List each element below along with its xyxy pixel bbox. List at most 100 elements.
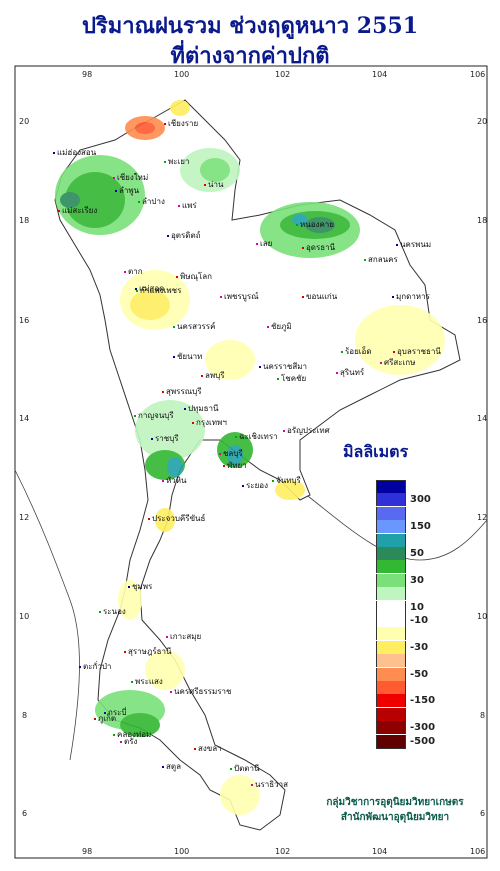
legend-swatch — [376, 627, 406, 641]
legend-swatch — [376, 600, 406, 614]
place-label: สุรินทร์ — [340, 368, 365, 377]
station-dot — [302, 296, 304, 298]
neighbor-coastline — [14, 469, 80, 761]
station-dot — [58, 210, 60, 212]
x-tick-bottom: 98 — [82, 847, 93, 856]
x-tick-top: 98 — [82, 70, 93, 79]
place-label: เชียงราย — [168, 119, 199, 128]
place-label: แม่สะเรียง — [62, 206, 98, 215]
place-label: ภูเก็ต — [98, 714, 117, 723]
place-label: ราชบุรี — [155, 434, 179, 443]
station-dot — [136, 290, 138, 292]
legend-swatch — [376, 506, 406, 520]
place-label: นครราชสีมา — [263, 362, 307, 371]
station-dot — [173, 326, 175, 328]
place-label: หนองคาย — [300, 220, 334, 229]
station-dot — [201, 375, 203, 377]
station-dot — [204, 184, 206, 186]
place-label: กาญจนบุรี — [138, 411, 174, 420]
station-dot — [296, 224, 298, 226]
legend-swatch — [376, 573, 406, 587]
place-label: ระยอง — [246, 481, 268, 490]
map-title-line1: ปริมาณฝนรวม ช่วงฤดูหนาว 2551 — [81, 13, 419, 39]
legend-label: -50 — [410, 668, 429, 680]
place-label: กำแพงเพชร — [140, 286, 182, 295]
place-label: พะเยา — [168, 157, 190, 166]
station-dot — [113, 177, 115, 179]
credit-line2: สำนักพัฒนาอุตุนิยมวิทยา — [340, 812, 450, 823]
station-dot — [53, 152, 55, 154]
place-label: คลองท่อม — [117, 730, 152, 739]
place-label: ลำพูน — [119, 186, 140, 195]
station-dot — [162, 480, 164, 482]
place-label: นครสวรรค์ — [177, 322, 216, 331]
station-dot — [220, 296, 222, 298]
place-label: นราธิวาส — [255, 780, 289, 789]
legend-swatch — [376, 560, 406, 574]
place-label: ลำปาง — [142, 197, 165, 206]
place-label: ระนอง — [103, 607, 126, 616]
place-label: อุตรดิตถ์ — [171, 231, 201, 240]
legend-label: 30 — [410, 574, 424, 586]
station-dot — [219, 453, 221, 455]
x-tick-top: 100 — [174, 70, 190, 79]
place-label: นครศรีธรรมราช — [174, 687, 232, 696]
place-label: ชุมพร — [132, 582, 153, 591]
station-dot — [162, 766, 164, 768]
place-label: แม่ฮ่องสอน — [57, 148, 97, 157]
station-dot — [235, 436, 237, 438]
station-dot — [164, 161, 166, 163]
place-label: ปัตตานี — [234, 764, 260, 773]
legend-swatch — [376, 547, 406, 560]
place-label: ปทุมธานี — [188, 404, 219, 413]
station-dot — [170, 691, 172, 693]
station-dot — [164, 123, 166, 125]
legend-label: -10 — [410, 615, 429, 626]
station-dot — [94, 718, 96, 720]
x-tick-bottom: 106 — [470, 847, 486, 856]
legend-swatch — [376, 533, 406, 547]
legend-label: 150 — [410, 521, 431, 533]
place-label: ลพบุรี — [205, 371, 225, 380]
station-dot — [192, 422, 194, 424]
credit-line1: กลุ่มวิชาการอุตุนิยมวิทยาเกษตร — [326, 797, 464, 808]
place-label: ฉะเชิงเทรา — [239, 432, 278, 441]
station-dot — [251, 784, 253, 786]
station-dot — [115, 190, 117, 192]
legend-swatch — [376, 681, 406, 694]
place-label: มุกดาหาร — [396, 292, 430, 301]
place-label: ตาก — [128, 267, 143, 276]
legend-label: -150 — [410, 695, 436, 707]
station-dot — [173, 356, 175, 358]
station-dot — [167, 235, 169, 237]
station-dot — [99, 611, 101, 613]
place-label: พัทยา — [227, 461, 247, 470]
station-dot — [128, 586, 130, 588]
legend-label: -30 — [410, 641, 429, 653]
place-label: อุบลราชธานี — [397, 347, 441, 356]
place-label: เพชรบูรณ์ — [224, 292, 259, 301]
legend-swatch — [376, 707, 406, 721]
station-dot — [124, 651, 126, 653]
x-tick-top: 102 — [275, 70, 291, 79]
legend-title: มิลลิเมตร — [343, 442, 409, 461]
place-label: หัวหิน — [166, 476, 187, 485]
place-label: สุราษฎร์ธานี — [128, 647, 172, 656]
place-label: แพร่ — [182, 201, 197, 210]
x-tick-top: 104 — [372, 70, 388, 79]
legend-label: 50 — [410, 548, 424, 559]
legend-label: -500 — [410, 735, 436, 747]
place-label: เชียงใหม่ — [117, 173, 149, 182]
place-label: สกลนคร — [368, 255, 398, 264]
legend-swatch — [376, 480, 406, 494]
station-dot — [256, 243, 258, 245]
place-label: แม่สอด — [139, 284, 165, 293]
place-label: ประจวบคีรีขันธ์ — [152, 514, 206, 523]
legend-swatch — [376, 667, 406, 681]
place-label: น่าน — [208, 180, 224, 189]
place-label: เลย — [260, 239, 273, 248]
station-dot — [283, 430, 285, 432]
x-tick-bottom: 104 — [372, 847, 388, 856]
y-tick-right: 10 — [477, 612, 488, 621]
